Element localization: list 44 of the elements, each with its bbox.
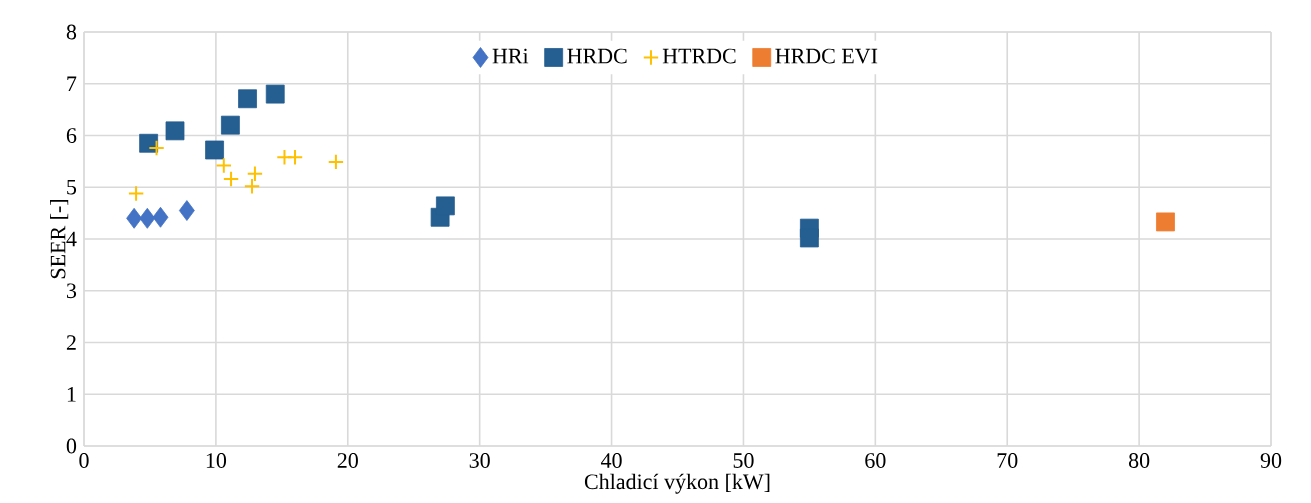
point <box>238 89 257 109</box>
point <box>126 207 143 229</box>
y-tick-label: 2 <box>66 335 76 350</box>
point <box>799 228 819 248</box>
point <box>148 139 165 157</box>
y-tick-label: 3 <box>67 283 77 299</box>
x-tick-label: 90 <box>1260 453 1282 468</box>
point <box>435 196 455 216</box>
legend-label: HRDC <box>567 48 627 64</box>
point <box>127 185 145 202</box>
point <box>205 140 224 160</box>
point <box>222 170 240 188</box>
legend-label: HTRDC <box>662 48 736 64</box>
point <box>265 84 285 104</box>
legend-label: HRDC EVI <box>775 48 878 64</box>
x-tick-label: 30 <box>469 453 490 468</box>
y-tick-label: 8 <box>66 24 77 40</box>
point <box>178 200 195 221</box>
x-tick-label: 70 <box>997 453 1018 468</box>
y-tick-label: 0 <box>66 438 77 454</box>
point <box>139 207 156 229</box>
x-tick-label: 40 <box>601 453 622 468</box>
x-axis-title: Chladicí výkon [kW] <box>584 473 770 494</box>
point <box>221 115 240 135</box>
point <box>246 165 264 182</box>
point <box>215 157 232 174</box>
y-tick-label: 1 <box>67 386 76 402</box>
x-tick-label: 10 <box>206 453 227 468</box>
y-tick-label: 6 <box>66 128 77 143</box>
point <box>243 178 261 195</box>
y-tick-label: 7 <box>67 76 77 91</box>
x-tick-label: 60 <box>865 453 886 468</box>
x-tick-label: 80 <box>1128 453 1150 468</box>
point <box>327 153 345 171</box>
point <box>165 121 185 141</box>
point <box>152 206 169 228</box>
point <box>1156 212 1175 232</box>
point <box>286 149 304 166</box>
x-tick-label: 20 <box>337 453 358 468</box>
legend-label: HRi <box>492 48 529 64</box>
y-tick-label: 4 <box>66 231 77 247</box>
x-tick-label: 0 <box>79 453 89 468</box>
x-tick-label: 50 <box>733 453 754 468</box>
y-tick-label: 5 <box>67 179 77 195</box>
